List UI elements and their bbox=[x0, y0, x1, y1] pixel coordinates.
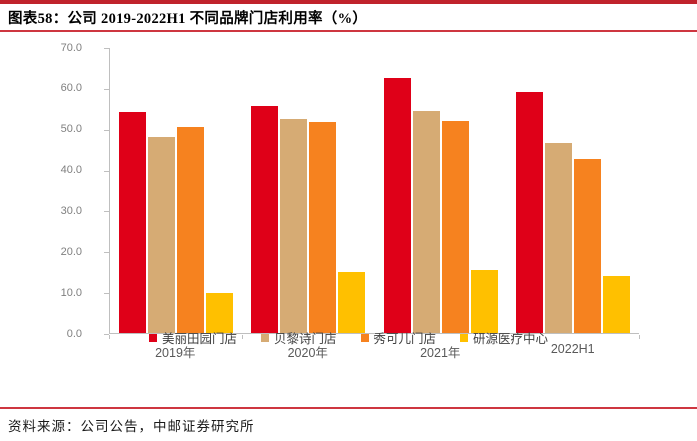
y-tick-label: 30.0 bbox=[60, 204, 82, 217]
source-note: 资料来源：公司公告，中邮证券研究所 bbox=[8, 419, 255, 434]
bar-美丽田园门店 bbox=[119, 112, 147, 333]
legend-swatch-icon bbox=[460, 333, 469, 342]
legend-label: 研源医疗中心 bbox=[473, 332, 549, 346]
bar-group-2020年 bbox=[242, 48, 374, 333]
x-tick-label: 2020年 bbox=[287, 346, 328, 360]
bar-贝黎诗门店 bbox=[544, 143, 572, 333]
x-tick-label: 2019年 bbox=[155, 346, 196, 360]
bar-研源医疗中心 bbox=[338, 272, 366, 333]
x-tick-mark bbox=[506, 335, 508, 339]
bar-贝黎诗门店 bbox=[280, 119, 308, 333]
bottom-border-line bbox=[0, 407, 697, 409]
bar-研源医疗中心 bbox=[470, 270, 498, 333]
y-tick-label: 40.0 bbox=[60, 164, 82, 177]
bar-研源医疗中心 bbox=[206, 293, 234, 333]
bar-group-2022H1 bbox=[507, 48, 639, 333]
title-underline bbox=[0, 30, 697, 32]
legend-swatch-icon bbox=[148, 333, 157, 342]
y-tick-label: 50.0 bbox=[60, 123, 82, 136]
chart-title: 图表58：公司 2019-2022H1 不同品牌门店利用率（%） bbox=[8, 11, 368, 27]
legend-item: 研源医疗中心 bbox=[460, 328, 548, 347]
bar-美丽田园门店 bbox=[515, 92, 543, 333]
y-tick-mark bbox=[104, 293, 109, 295]
legend-label: 秀可儿门店 bbox=[373, 332, 437, 346]
y-tick-mark bbox=[104, 170, 109, 172]
bar-贝黎诗门店 bbox=[148, 137, 176, 333]
bar-秀可儿门店 bbox=[573, 159, 601, 333]
y-tick-mark bbox=[104, 48, 109, 49]
bar-group-2021年 bbox=[375, 48, 507, 333]
y-tick-label: 20.0 bbox=[60, 245, 82, 258]
legend: 美丽田园门店 贝黎诗门店 秀可儿门店 研源医疗中心 bbox=[0, 328, 697, 347]
x-tick-mark bbox=[241, 335, 243, 339]
top-border-line bbox=[0, 0, 697, 4]
y-tick-mark bbox=[104, 129, 109, 131]
plot-area bbox=[109, 48, 639, 334]
bar-group-2019年 bbox=[110, 48, 242, 333]
x-tick-label: 2022H1 bbox=[550, 342, 595, 356]
y-tick-mark bbox=[104, 334, 109, 335]
legend-label: 贝黎诗门店 bbox=[273, 332, 337, 346]
x-tick-mark bbox=[374, 335, 375, 339]
y-tick-label: 60.0 bbox=[60, 82, 82, 95]
y-tick-mark bbox=[104, 88, 109, 90]
x-tick-label: 2021年 bbox=[420, 346, 461, 360]
y-tick-label: 70.0 bbox=[60, 41, 82, 54]
bar-研源医疗中心 bbox=[602, 276, 630, 333]
legend-item: 美丽田园门店 bbox=[148, 328, 237, 347]
bar-美丽田园门店 bbox=[251, 106, 279, 333]
legend-swatch-icon bbox=[360, 333, 369, 342]
x-tick-mark bbox=[639, 335, 640, 339]
y-tick-mark bbox=[104, 252, 109, 254]
bar-秀可儿门店 bbox=[177, 127, 205, 333]
legend-swatch-icon bbox=[260, 333, 269, 342]
x-axis-labels: 2019年 2020年 2021年 2022H1 bbox=[109, 342, 639, 361]
bar-秀可儿门店 bbox=[309, 122, 337, 333]
y-tick-mark bbox=[104, 211, 109, 213]
bar-贝黎诗门店 bbox=[412, 111, 440, 333]
legend-label: 美丽田园门店 bbox=[161, 332, 237, 346]
bar-美丽田园门店 bbox=[383, 78, 411, 333]
y-tick-label: 0.0 bbox=[66, 327, 82, 340]
bar-秀可儿门店 bbox=[441, 121, 469, 333]
legend-item: 贝黎诗门店 bbox=[260, 328, 337, 347]
legend-item: 秀可儿门店 bbox=[360, 328, 437, 347]
y-axis-labels: 0.0 10.0 20.0 30.0 40.0 50.0 60.0 70.0 bbox=[0, 42, 100, 339]
x-tick-mark bbox=[109, 335, 110, 339]
bar-chart: 0.0 10.0 20.0 30.0 40.0 50.0 60.0 70.0 2019年 202… bbox=[0, 42, 697, 378]
y-tick-label: 10.0 bbox=[60, 286, 82, 299]
